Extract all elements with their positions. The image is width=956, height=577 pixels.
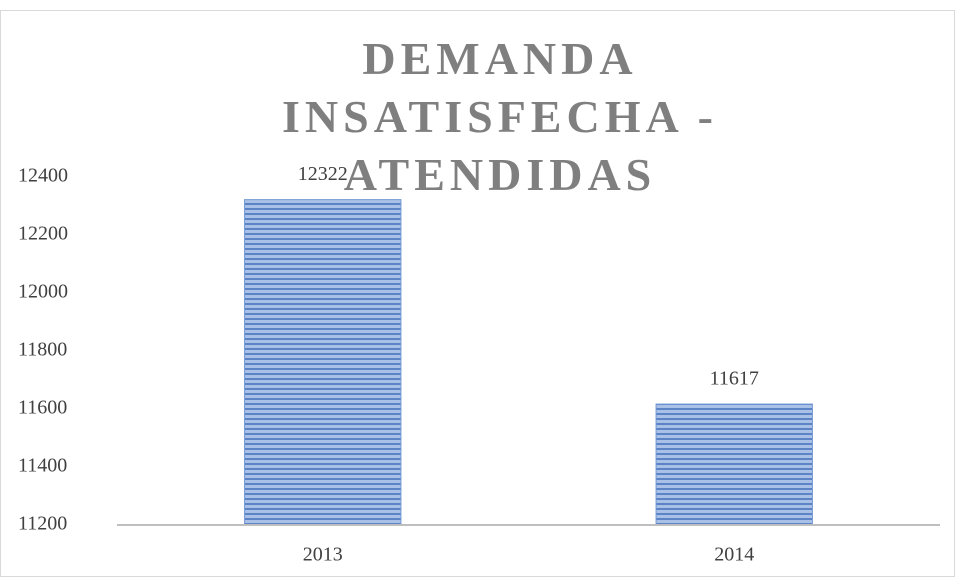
data-label: 11617 xyxy=(710,368,759,390)
y-tick-label: 11400 xyxy=(18,455,67,477)
y-tick-label: 12400 xyxy=(18,165,68,187)
x-tick-label: 2013 xyxy=(303,544,343,566)
bar xyxy=(244,199,402,526)
chart-title: DEMANDA INSATISFECHA - ATENDIDAS xyxy=(282,33,718,200)
bar xyxy=(655,403,813,526)
x-tick-label: 2014 xyxy=(714,544,754,566)
y-tick-label: 11200 xyxy=(18,513,67,535)
y-tick-label: 11600 xyxy=(18,397,67,419)
data-label: 12322 xyxy=(298,163,348,185)
y-tick-label: 11800 xyxy=(18,339,67,361)
y-tick-label: 12200 xyxy=(18,223,68,245)
y-tick-label: 12000 xyxy=(18,281,68,303)
